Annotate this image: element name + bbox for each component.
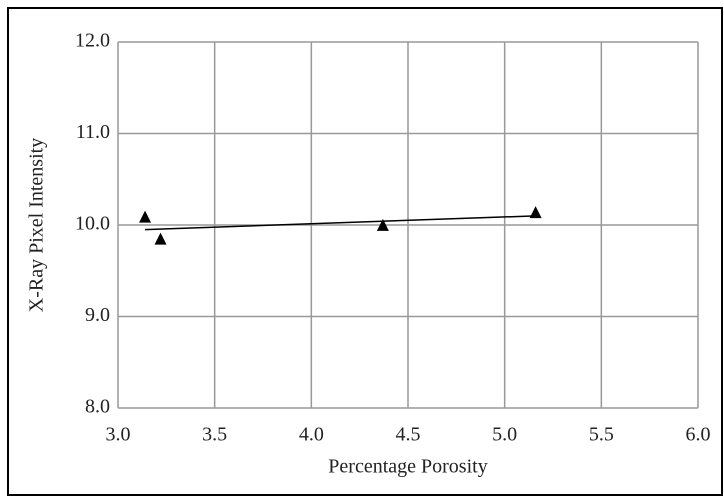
x-tick-label: 4.5	[396, 424, 421, 446]
frame	[7, 7, 723, 496]
y-tick-label: 12.0	[75, 30, 110, 52]
data-point	[139, 210, 152, 223]
data-point	[154, 232, 167, 245]
data-point	[376, 218, 389, 231]
y-tick-label: 10.0	[75, 213, 110, 235]
x-tick-label: 5.5	[589, 424, 614, 446]
x-tick-label: 3.0	[106, 424, 131, 446]
x-tick-label: 3.5	[202, 424, 227, 446]
y-tick-label: 11.0	[76, 121, 110, 143]
y-tick-label: 9.0	[85, 304, 110, 326]
x-tick-label: 4.0	[299, 424, 324, 446]
x-tick-label: 6.0	[686, 424, 711, 446]
data-point	[529, 206, 542, 219]
x-axis-label: Percentage Porosity	[328, 456, 487, 478]
y-tick-label: 8.0	[85, 396, 110, 418]
y-axis-label: X-Ray Pixel Intensity	[26, 138, 48, 312]
x-tick-label: 5.0	[492, 424, 517, 446]
trendline	[145, 215, 536, 231]
